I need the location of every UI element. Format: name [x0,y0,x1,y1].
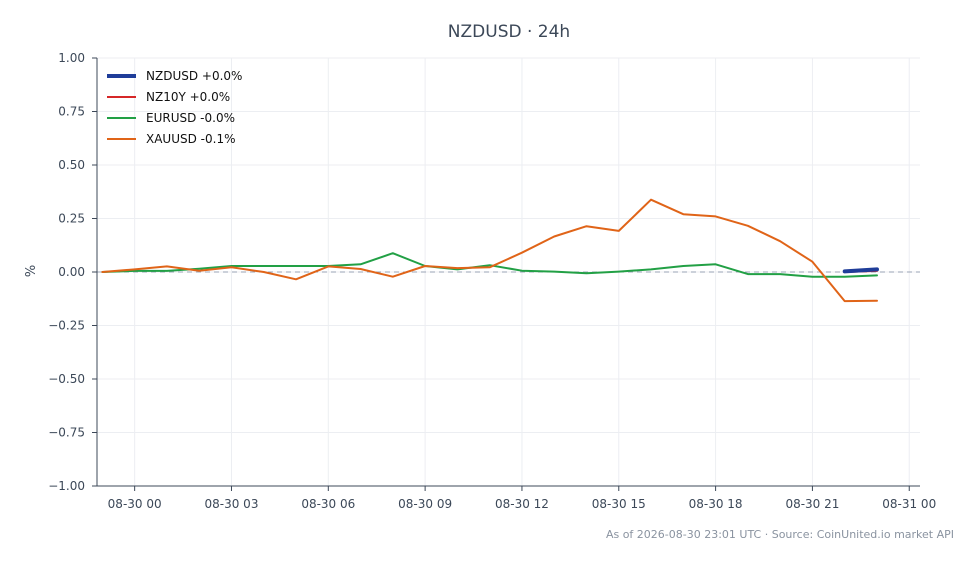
y-tick-label: 0.50 [58,158,85,172]
y-tick-label: 0.75 [58,105,85,119]
series [101,198,879,303]
series-line-1 [842,267,879,274]
y-axis-ticks: 1.00 0.75 0.50 0.25 0.00 −0.25 −0.50 −0.75 −1.00 [48,51,97,493]
legend-label: EURUSD -0.0% [146,111,235,125]
series-line-3 [101,252,878,278]
x-tick-label: 08-30 00 [108,497,162,511]
y-tick-label: −0.75 [48,426,85,440]
y-axis-label: % [24,265,39,277]
y-tick-label: −0.25 [48,319,85,333]
x-tick-label: 08-31 00 [882,497,936,511]
y-tick-label: 1.00 [58,51,85,65]
x-tick-label: 08-30 06 [301,497,355,511]
legend-label: NZ10Y +0.0% [146,90,230,104]
x-tick-label: 08-30 12 [495,497,549,511]
legend-label: XAUUSD -0.1% [146,132,235,146]
x-tick-label: 08-30 21 [785,497,839,511]
x-tick-label: 08-30 15 [592,497,646,511]
legend: NZDUSD +0.0% NZ10Y +0.0% EURUSD -0.0% XAUUS… [107,69,242,146]
legend-label: NZDUSD +0.0% [146,69,242,83]
footer-source-note: As of 2026-08-30 23:01 UTC · Source: Coi… [606,528,954,541]
x-tick-label: 08-30 03 [205,497,259,511]
x-tick-label: 08-30 09 [398,497,452,511]
x-tick-label: 08-30 18 [689,497,743,511]
y-tick-label: 0.00 [58,265,85,279]
y-tick-label: −1.00 [48,479,85,493]
chart-title: NZDUSD · 24h [448,22,570,42]
x-axis-ticks: 08-30 00 08-30 03 08-30 06 08-30 09 08-30 12… [108,486,936,511]
y-tick-label: −0.50 [48,372,85,386]
series-line-4 [101,198,878,303]
y-tick-label: 0.25 [58,212,85,226]
